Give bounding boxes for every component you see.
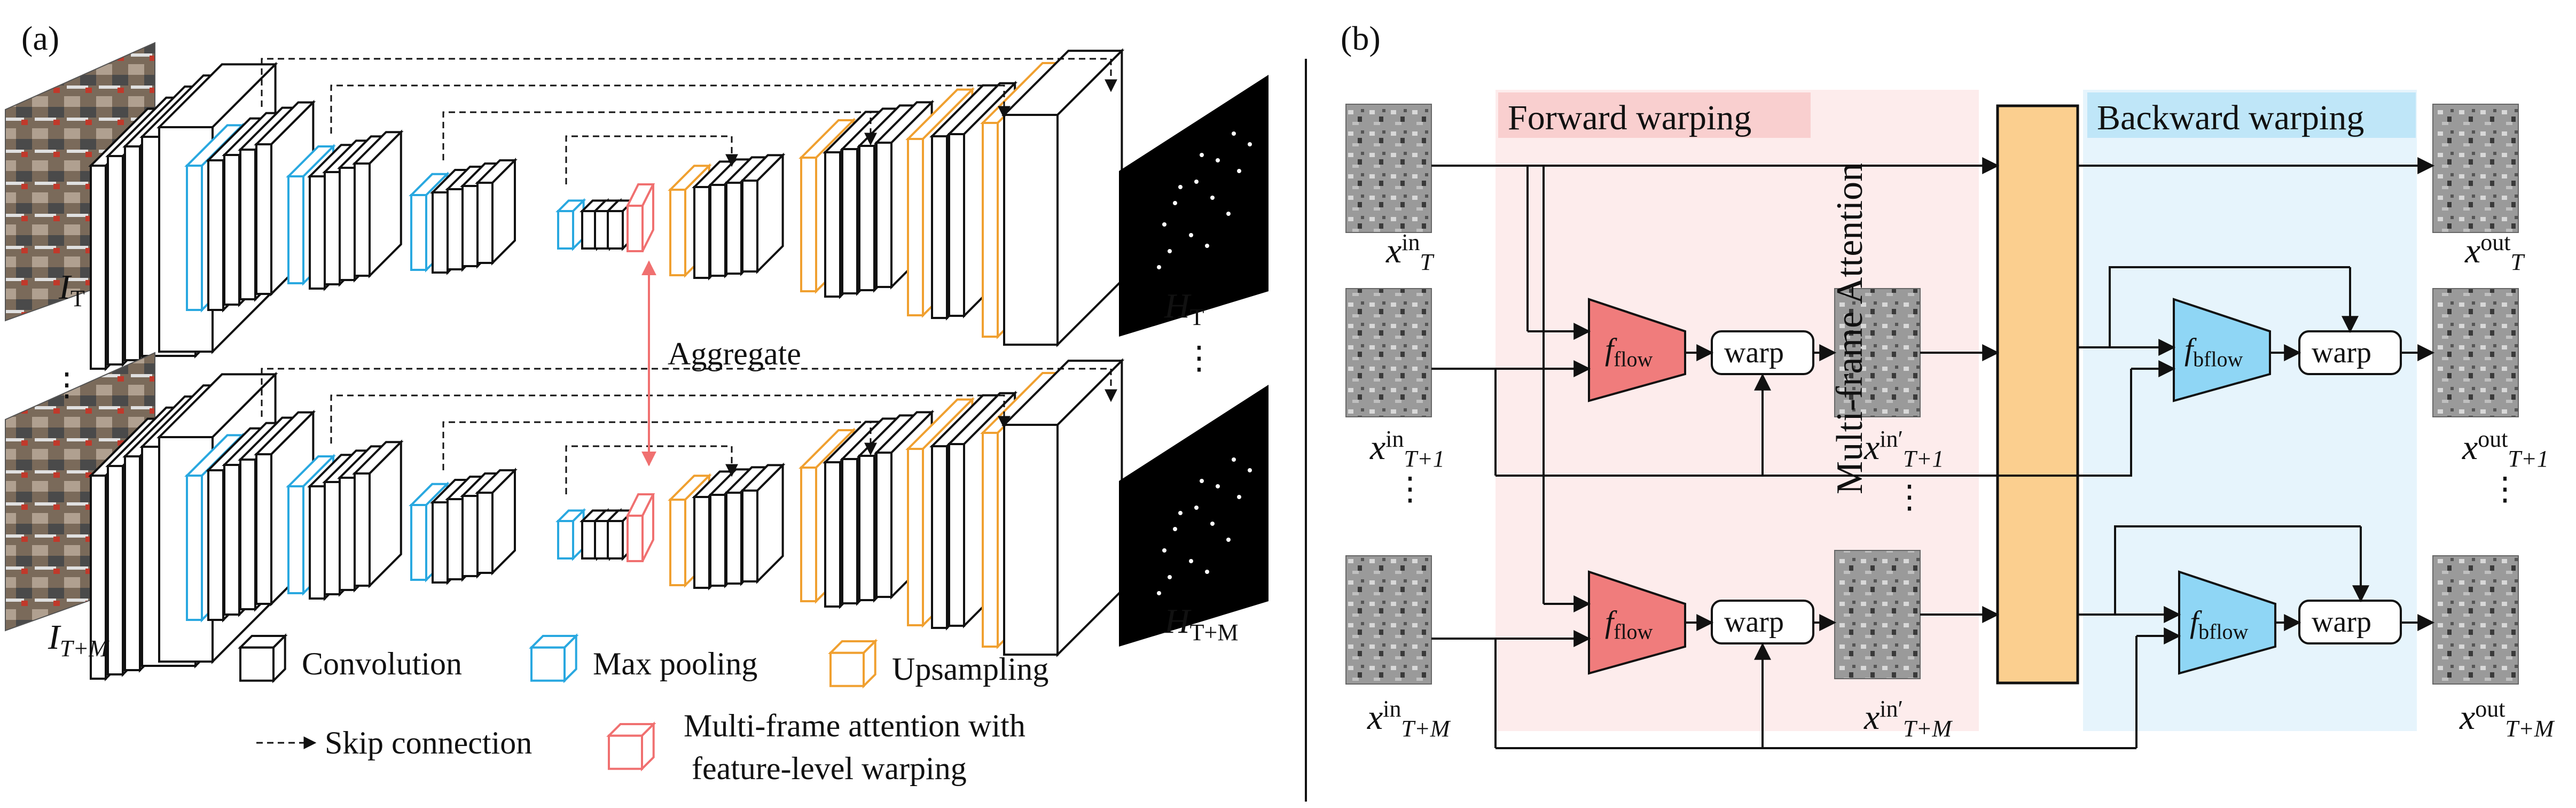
multi-frame-attention-label: Multi-frame Attention — [1829, 162, 1870, 494]
panel-a-network — [5, 42, 1307, 802]
heatmap-output-top — [1119, 75, 1269, 337]
legend-upsampling: Upsampling — [892, 651, 1049, 687]
thumb-x-in-TM — [1345, 555, 1432, 685]
skip-connection-bottom-2 — [442, 421, 877, 470]
warp-label-fwd-bottom: warp — [1724, 605, 1784, 639]
legend-attention-icon — [606, 721, 656, 772]
thumb-x-inprime-T1 — [1834, 288, 1921, 417]
thumb-x-inprime-TM — [1834, 550, 1921, 679]
forward-warping-label-bg — [1498, 92, 1811, 138]
branch-skip-T1 — [2099, 369, 2132, 477]
skip-connection-top-2 — [442, 111, 877, 160]
thumb-x-in-T1 — [1345, 288, 1432, 417]
vdots-warped: ⋮ — [1893, 479, 1925, 515]
aggregate-label: Aggregate — [668, 336, 801, 371]
fbflow-label-bottom: fbflow — [2190, 604, 2249, 644]
layer-attn-top-24 — [625, 183, 655, 252]
branch-mfa-to-warp-top — [2109, 266, 2350, 347]
forward-warping-label: Forward warping — [1508, 98, 1752, 137]
panel-b-pipeline — [1345, 90, 2519, 749]
fflow-label-top: fflow — [1605, 332, 1653, 371]
output-top-label: HT — [1164, 286, 1204, 331]
fbflow-label-top: fbflow — [2184, 332, 2243, 371]
panel-b-label: (b) — [1341, 19, 1381, 57]
backward-warping-label: Backward warping — [2097, 98, 2364, 137]
legend-upsampling-icon — [828, 639, 878, 689]
x-out-T1-label: xoutT+1 — [2462, 426, 2549, 472]
thumb-x-in-T — [1345, 104, 1432, 233]
thumb-x-out-T1 — [2432, 288, 2519, 417]
legend-skip-connection: Skip connection — [325, 725, 533, 760]
backward-warping-label-bg — [2087, 92, 2416, 138]
skip-connection-bottom-1 — [330, 394, 1011, 444]
skip-connection-top-3 — [565, 135, 738, 184]
legend-convolution-icon — [238, 633, 288, 683]
x-in-T-label: xinT — [1386, 229, 1434, 276]
layer-conv-bottom-19 — [475, 468, 518, 576]
layer-conv-bottom-14 — [352, 439, 404, 588]
heatmap-output-bottom — [1119, 385, 1269, 647]
vdots-right: ⋮ — [1183, 340, 1215, 376]
x-out-T-label: xoutT — [2465, 229, 2524, 276]
legend-convolution: Convolution — [302, 646, 463, 681]
output-bottom-label: HT+M — [1164, 602, 1239, 646]
vdots-output: ⋮ — [2489, 471, 2521, 507]
layer-conv-top-39 — [1001, 48, 1125, 347]
layer-attn-bottom-24 — [625, 493, 655, 562]
layer-conv-top-14 — [352, 129, 404, 278]
vdots-input: ⋮ — [1394, 471, 1426, 507]
branch-mfa-to-warp-bottom — [2114, 525, 2361, 615]
layer-conv-top-19 — [475, 158, 518, 266]
legend-max-pooling: Max pooling — [593, 646, 758, 681]
encoder-decoder-bottom — [5, 352, 1269, 681]
input-bottom-label: IT+M — [48, 618, 108, 662]
warp-label-bwd-top: warp — [2312, 336, 2371, 369]
vdots-left: ⋮ — [51, 367, 83, 402]
thumb-x-out-T — [2432, 104, 2519, 233]
layer-conv-top-29 — [740, 152, 786, 274]
input-top-label: IT — [59, 268, 85, 312]
x-in-T1-label: xinT+1 — [1370, 426, 1445, 472]
layer-pool-top-20 — [555, 198, 586, 251]
skip-connection-top-1 — [330, 84, 1011, 134]
skip-connection-top-0 — [261, 58, 1117, 107]
legend-mfa-line1: Multi-frame attention with — [684, 708, 1025, 743]
x-inprime-T1-label: xin′T+1 — [1864, 426, 1944, 472]
legend-mfa-line2: feature-level warping — [692, 751, 967, 786]
warp-label-fwd-top: warp — [1724, 336, 1784, 369]
encoder-decoder-top — [5, 42, 1269, 371]
legend-max-pooling-icon — [529, 633, 579, 683]
layer-pool-bottom-20 — [555, 508, 586, 561]
layer-conv-bottom-39 — [1001, 358, 1125, 657]
x-in-TM-label: xinT+M — [1367, 696, 1450, 742]
layer-conv-bottom-29 — [740, 462, 786, 584]
thumb-x-out-TM — [2432, 555, 2519, 685]
x-inprime-TM-label: xin′T+M — [1864, 696, 1952, 742]
panel-a-label: (a) — [21, 19, 60, 57]
warp-label-bwd-bottom: warp — [2312, 605, 2371, 639]
x-out-TM-label: xoutT+M — [2460, 696, 2554, 742]
fflow-label-bottom: fflow — [1605, 604, 1653, 644]
multi-frame-attention-block — [1996, 104, 2079, 685]
skip-connection-bottom-0 — [261, 368, 1117, 417]
